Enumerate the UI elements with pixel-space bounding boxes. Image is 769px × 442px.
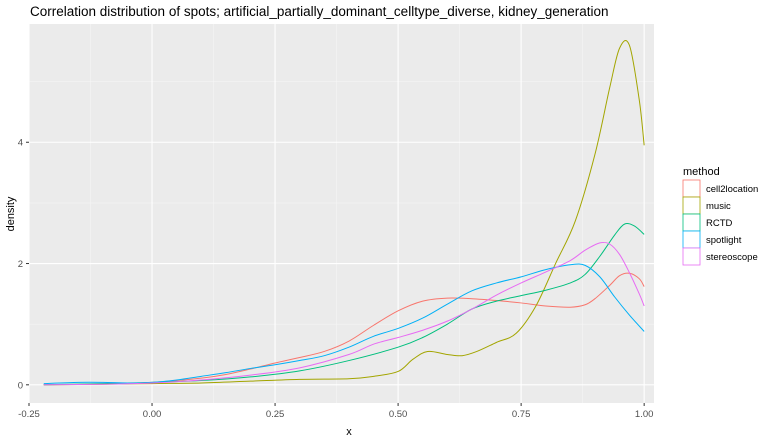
x-tick-label: 0.00 (143, 409, 162, 420)
legend-key-spotlight (682, 230, 701, 249)
x-axis-title: x (346, 426, 352, 438)
legend-label-RCTD: RCTD (706, 218, 733, 229)
legend-label-stereoscope: stereoscope (706, 252, 758, 263)
legend-key-cell2location (682, 179, 701, 198)
x-tick-label: 1.00 (635, 409, 654, 420)
x-tick-label: 0.25 (266, 409, 285, 420)
y-axis: 0 2 4 (18, 138, 29, 391)
y-tick-label: 0 (18, 380, 23, 391)
density-lines (43, 40, 645, 386)
y-tick-label: 2 (18, 259, 23, 270)
x-tick-label: 0.75 (512, 409, 531, 420)
x-axis: -0.25 0.00 0.25 0.50 0.75 1.00 (18, 403, 653, 420)
density-line-spotlight (43, 263, 645, 385)
legend-label-music: music (706, 201, 731, 212)
density-line-music (43, 40, 645, 386)
plot-panel (29, 24, 654, 403)
x-tick-label: -0.25 (18, 409, 40, 420)
chart-title: Correlation distribution of spots; artif… (30, 4, 609, 19)
y-axis-title: density (5, 196, 17, 231)
legend-label-spotlight: spotlight (706, 235, 742, 246)
minor-gridlines (29, 24, 654, 403)
legend-label-cell2location: cell2location (706, 184, 758, 195)
legend: method cell2location music RCTD spotlight st… (682, 166, 758, 266)
major-gridlines (28, 24, 654, 403)
legend-key-RCTD (682, 213, 701, 232)
x-tick-label: 0.50 (389, 409, 408, 420)
legend-key-stereoscope (682, 247, 701, 266)
density-line-stereoscope (43, 241, 645, 386)
legend-title: method (683, 166, 720, 178)
density-line-cell2location (43, 272, 645, 386)
y-tick-label: 4 (18, 138, 23, 149)
legend-items: cell2location music RCTD spotlight stereosco… (682, 179, 758, 266)
legend-key-music (682, 196, 701, 215)
